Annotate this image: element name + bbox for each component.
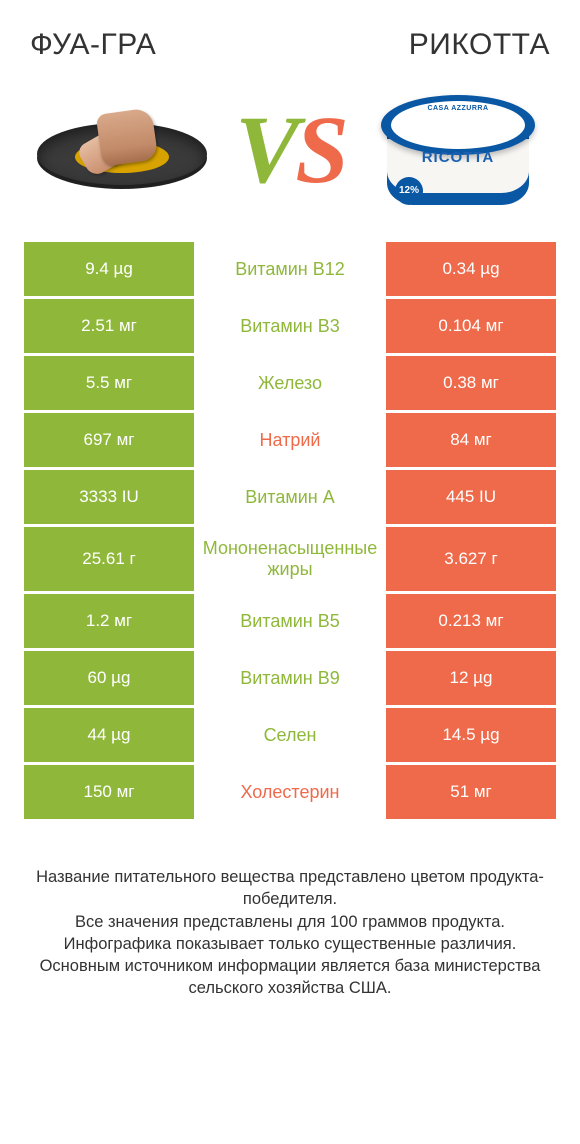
nutrient-label: Железо: [194, 356, 386, 410]
right-value: 0.213 мг: [386, 594, 556, 648]
left-value: 60 µg: [24, 651, 194, 705]
left-value: 1.2 мг: [24, 594, 194, 648]
ricotta-brand: RICOTTA: [373, 149, 543, 166]
table-row: 150 мгХолестерин51 мг: [24, 765, 556, 822]
table-row: 3333 IUВитамин A445 IU: [24, 470, 556, 527]
footer-line: Все значения представлены для 100 граммо…: [36, 911, 544, 933]
right-product-image: CASA AZZURRA RICOTTA 12%: [368, 89, 548, 209]
left-value: 150 мг: [24, 765, 194, 819]
right-value: 51 мг: [386, 765, 556, 819]
left-product-title: ФУА-ГРА: [30, 28, 156, 62]
right-value: 0.34 µg: [386, 242, 556, 296]
ricotta-icon: CASA AZZURRA RICOTTA 12%: [373, 89, 543, 209]
nutrient-label: Натрий: [194, 413, 386, 467]
footer-line: Инфографика показывает только существенн…: [36, 933, 544, 955]
vs-v: V: [235, 94, 295, 205]
right-value: 3.627 г: [386, 527, 556, 591]
right-value: 0.104 мг: [386, 299, 556, 353]
table-row: 9.4 µgВитамин B120.34 µg: [24, 242, 556, 299]
footer-notes: Название питательного вещества представл…: [24, 822, 556, 1000]
table-row: 697 мгНатрий84 мг: [24, 413, 556, 470]
footer-line: Основным источником информации является …: [36, 955, 544, 1000]
vs-label: VS: [235, 94, 344, 205]
right-value: 12 µg: [386, 651, 556, 705]
left-value: 3333 IU: [24, 470, 194, 524]
left-value: 697 мг: [24, 413, 194, 467]
comparison-table: 9.4 µgВитамин B120.34 µg2.51 мгВитамин B…: [24, 242, 556, 822]
titles-row: ФУА-ГРА РИКОТТА: [24, 28, 556, 82]
left-value: 9.4 µg: [24, 242, 194, 296]
table-row: 1.2 мгВитамин B50.213 мг: [24, 594, 556, 651]
ricotta-badge: 12%: [395, 177, 423, 205]
table-row: 60 µgВитамин B912 µg: [24, 651, 556, 708]
nutrient-label: Витамин B12: [194, 242, 386, 296]
right-value: 0.38 мг: [386, 356, 556, 410]
nutrient-label: Витамин B9: [194, 651, 386, 705]
right-value: 445 IU: [386, 470, 556, 524]
nutrient-label: Витамин B5: [194, 594, 386, 648]
left-value: 44 µg: [24, 708, 194, 762]
nutrient-label: Витамин B3: [194, 299, 386, 353]
table-row: 5.5 мгЖелезо0.38 мг: [24, 356, 556, 413]
right-value: 14.5 µg: [386, 708, 556, 762]
vs-s: S: [295, 94, 344, 205]
table-row: 2.51 мгВитамин B30.104 мг: [24, 299, 556, 356]
nutrient-label: Холестерин: [194, 765, 386, 819]
table-row: 25.61 гМононенасыщенные жиры3.627 г: [24, 527, 556, 594]
hero-row: VS CASA AZZURRA RICOTTA 12%: [24, 82, 556, 242]
left-value: 5.5 мг: [24, 356, 194, 410]
footer-line: Название питательного вещества представл…: [36, 866, 544, 911]
table-row: 44 µgСелен14.5 µg: [24, 708, 556, 765]
nutrient-label: Мононенасыщенные жиры: [194, 527, 386, 591]
nutrient-label: Селен: [194, 708, 386, 762]
nutrient-label: Витамин A: [194, 470, 386, 524]
right-value: 84 мг: [386, 413, 556, 467]
foie-gras-icon: [37, 109, 207, 189]
left-value: 2.51 мг: [24, 299, 194, 353]
left-product-image: [32, 109, 212, 189]
left-value: 25.61 г: [24, 527, 194, 591]
right-product-title: РИКОТТА: [409, 28, 550, 62]
